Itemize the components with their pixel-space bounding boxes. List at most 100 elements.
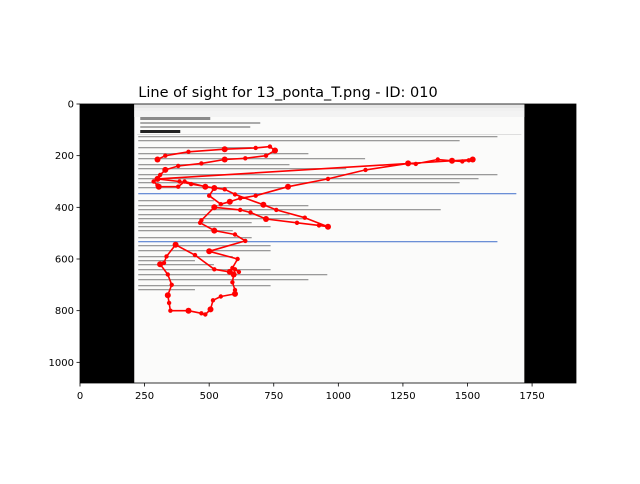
gaze-point (211, 227, 218, 234)
gaze-point (325, 176, 331, 182)
screenshot-text-line (138, 285, 271, 287)
gaze-point (163, 153, 168, 158)
gaze-point (238, 196, 243, 201)
gaze-point (176, 184, 181, 189)
screenshot-redacted-bar (140, 130, 181, 133)
gaze-point (207, 193, 212, 198)
gaze-point (243, 238, 248, 244)
screenshot-text-line (138, 218, 309, 220)
gaze-point (212, 267, 217, 272)
gaze-point (230, 280, 235, 285)
y-tick-label: 400 (55, 203, 74, 214)
gaze-point (226, 198, 233, 205)
gaze-point (253, 193, 258, 198)
gaze-point (302, 215, 307, 220)
gaze-point (202, 183, 209, 190)
gaze-point (221, 156, 228, 163)
gaze-point (164, 254, 169, 259)
gaze-point (155, 183, 162, 190)
x-tick-label: 0 (77, 391, 83, 402)
gaze-point (263, 153, 269, 158)
gaze-point (154, 175, 161, 182)
y-tick-label: 200 (55, 151, 74, 162)
gaze-point (435, 157, 440, 162)
screenshot-text-line (138, 264, 214, 266)
x-tick-label: 1250 (390, 391, 415, 402)
screenshot-menubar (134, 108, 525, 111)
screenshot-text-line (138, 250, 271, 252)
screenshot-titlebar (134, 104, 525, 108)
gaze-point (157, 261, 164, 268)
gaze-point (154, 156, 161, 163)
gaze-point (230, 271, 237, 278)
gaze-point (169, 282, 174, 287)
gaze-point (164, 292, 171, 299)
y-tick-label: 1000 (49, 358, 74, 369)
gaze-point (260, 201, 267, 208)
gaze-point (222, 187, 227, 192)
screenshot-text-line (138, 214, 290, 216)
gaze-point (203, 312, 208, 317)
screenshot-text-line (138, 174, 498, 176)
screenshot-text-line (138, 289, 195, 291)
x-tick-label: 1000 (326, 391, 351, 402)
axes-frame (79, 103, 577, 384)
gaze-point (236, 269, 242, 275)
gaze-point (207, 306, 214, 313)
screenshot-text-line (138, 256, 233, 258)
gaze-point (218, 202, 223, 207)
gaze-point (177, 179, 182, 184)
screenshot-page (134, 104, 525, 383)
gaze-point (162, 166, 169, 173)
gaze-point (466, 158, 471, 163)
gaze-point (157, 172, 163, 178)
gaze-point (186, 149, 191, 154)
gaze-point (211, 185, 218, 191)
screenshot-text-line (138, 260, 195, 262)
screenshot-subject-line (140, 117, 211, 120)
gaze-point (267, 144, 273, 149)
gaze-point (232, 287, 238, 293)
gaze-point (172, 241, 179, 248)
y-tick-label: 0 (68, 100, 74, 111)
screenshot-text-line (138, 245, 271, 247)
x-tick-label: 1500 (455, 391, 480, 402)
gaze-point (151, 179, 156, 184)
gaze-point (188, 181, 194, 187)
gaze-point (168, 308, 173, 313)
gaze-point (235, 256, 240, 262)
x-tick-label: 250 (135, 391, 154, 402)
gaze-point (274, 207, 279, 213)
email-screenshot (134, 104, 525, 383)
screenshot-text-line (138, 237, 252, 239)
screenshot-text-line (138, 222, 252, 224)
gaze-point (413, 161, 418, 167)
gaze-point (285, 183, 291, 190)
gaze-point (176, 163, 181, 169)
gaze-point (363, 167, 368, 173)
screenshot-text-line (138, 178, 479, 180)
gaze-point (405, 160, 412, 167)
screenshot-text-line (138, 158, 366, 160)
gaze-point (165, 272, 170, 277)
gaze-point (316, 223, 322, 228)
screenshot-text-line (138, 241, 498, 243)
gaze-point (325, 223, 331, 230)
chart-title: Line of sight for 13_ponta_T.png - ID: 0… (138, 85, 437, 101)
gaze-point (248, 210, 253, 215)
gaze-point (469, 156, 476, 163)
screenshot-text-line (138, 279, 309, 281)
gaze-point (206, 248, 213, 255)
x-tick-label: 500 (200, 391, 219, 402)
gaze-point (221, 146, 228, 153)
y-tick-label: 800 (55, 306, 74, 317)
gaze-point (185, 307, 192, 314)
gaze-point (238, 207, 243, 213)
screenshot-from-line (140, 122, 261, 124)
x-tick-label: 1750 (519, 391, 544, 402)
gaze-point (272, 147, 278, 154)
gaze-point (243, 156, 248, 161)
screenshot-to-line (140, 126, 251, 128)
